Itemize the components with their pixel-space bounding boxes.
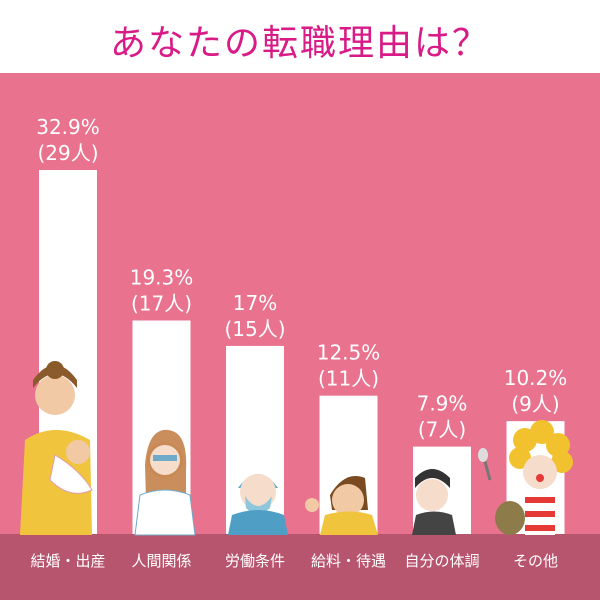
woman-tired-illustration [134,429,196,536]
category-label: 給料・待遇 [311,552,386,570]
woman-frustrated-illustration [305,476,378,535]
percent-label: 19.3% [130,265,194,289]
count-label: (11人) [318,367,379,391]
chart-title: あなたの転職理由は？ [109,23,490,64]
mother-with-baby-illustration [20,361,93,535]
count-label: (15人) [224,317,285,341]
category-band [0,534,600,600]
percent-label: 12.5% [317,341,381,365]
count-label: (7人) [418,418,466,442]
category-label: 自分の体調 [404,552,479,570]
category-label: その他 [513,552,558,570]
category-label: 労働条件 [225,552,285,570]
percent-label: 17% [233,291,277,315]
category-label: 結婚・出産 [30,552,105,570]
nurse-mask-illustration [228,474,288,535]
percent-label: 32.9% [36,115,100,139]
percent-label: 7.9% [417,392,468,416]
category-label: 人間関係 [131,552,191,570]
count-label: (17人) [131,291,192,315]
count-label: (29人) [37,141,98,165]
clown-illustration [478,420,573,535]
man-worried-illustration [412,469,456,535]
count-label: (9人) [511,392,559,416]
percent-label: 10.2% [504,366,568,390]
